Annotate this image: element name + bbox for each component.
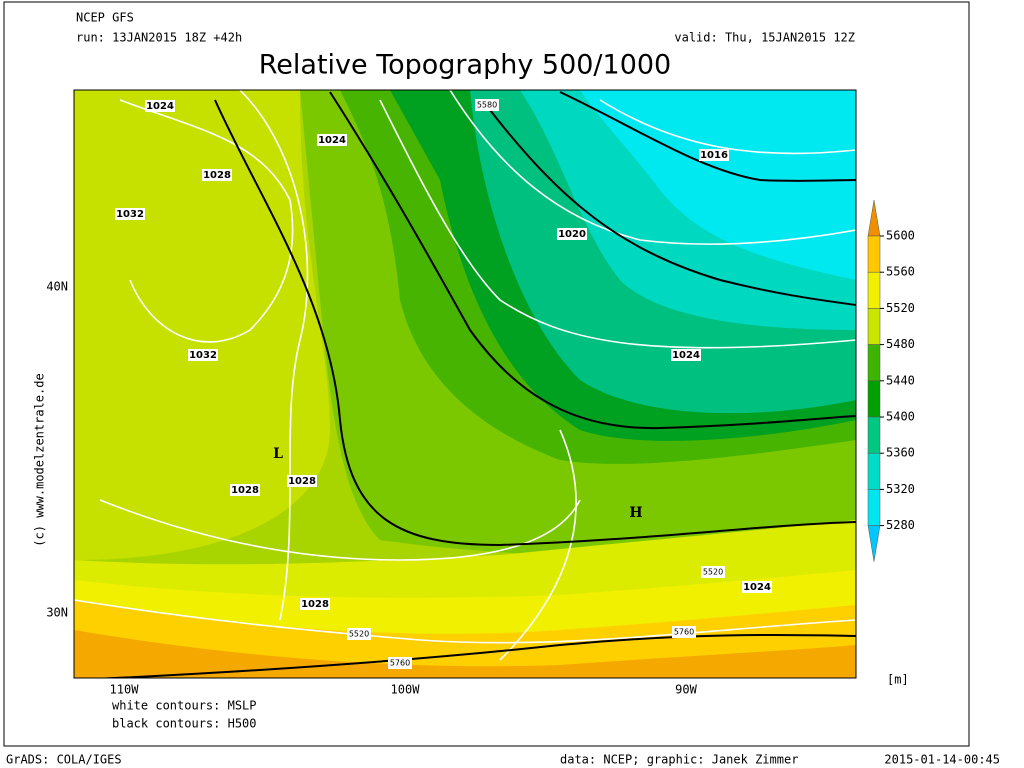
- colorbar-label: 5600: [886, 229, 915, 243]
- contour-label: 1024: [672, 350, 700, 361]
- lon-label: 110W: [110, 683, 140, 697]
- contour-label: 1028: [301, 599, 329, 610]
- colorbar-segment: [867, 416, 881, 454]
- legend-line: white contours: MSLP: [112, 699, 257, 713]
- legend-line: black contours: H500: [112, 717, 257, 731]
- contour-label: 5760: [674, 628, 694, 637]
- contour-label-box: [115, 208, 145, 220]
- contour-label-box: [202, 169, 232, 181]
- lon-label: 90W: [675, 683, 697, 697]
- footer-right: 2015-01-14-00:45: [884, 753, 1000, 767]
- contour-label-box: [145, 100, 175, 112]
- footer-left: GrADS: COLA/IGES: [6, 753, 122, 767]
- colorbar-label: 5400: [886, 410, 915, 424]
- contour-label: 1024: [318, 135, 346, 146]
- contour-label-box: [188, 349, 218, 361]
- pressure-center-label: L: [273, 446, 283, 462]
- contour-label: 5520: [349, 630, 369, 639]
- contour-label-box: [287, 475, 317, 487]
- colorbar-label: 5520: [886, 301, 915, 315]
- contour-label-box: [300, 598, 330, 610]
- contour-label: 1024: [743, 582, 771, 593]
- colorbar-label: 5560: [886, 265, 915, 279]
- contour-label: 1032: [116, 209, 144, 220]
- colorbar-segment: [867, 452, 881, 490]
- colorbar-label: 5280: [886, 518, 915, 532]
- contour-label-box: [742, 581, 772, 593]
- pressure-center-label: H: [629, 505, 642, 521]
- colorbar-segment: [867, 489, 881, 526]
- contour-label-box: [388, 657, 412, 669]
- colorbar-label: 5320: [886, 482, 915, 496]
- contour-label: 5520: [703, 568, 723, 577]
- colorbar-label: 5440: [886, 373, 915, 387]
- contour-label-box: [701, 566, 725, 578]
- contour-label: 1028: [231, 485, 259, 496]
- contour-label-box: [699, 149, 729, 161]
- map-title: Relative Topography 500/1000: [259, 50, 672, 81]
- colorbar-tip: [867, 525, 881, 562]
- contour-label: 5760: [390, 659, 410, 668]
- model-label: NCEP GFS: [76, 11, 134, 25]
- colorbar-segment: [867, 344, 881, 382]
- contour-label: 1032: [189, 350, 217, 361]
- map-frame: [73, 89, 857, 679]
- contour-label: 5580: [477, 101, 497, 110]
- contour-label-box: [671, 349, 701, 361]
- colorbar-segment: [867, 308, 881, 345]
- contour-label: 1028: [203, 170, 231, 181]
- lat-label: 30N: [46, 606, 68, 620]
- contour-label-box: [557, 228, 587, 240]
- contour-label-box: [475, 99, 499, 111]
- colorbar-unit: [m]: [887, 673, 909, 687]
- contour-label-box: [230, 484, 260, 496]
- contour-label-box: [672, 626, 696, 638]
- contour-label: 1016: [700, 150, 728, 161]
- contour-label: 1024: [146, 101, 174, 112]
- contour-label: 1028: [288, 476, 316, 487]
- watermark: (c) www.modelzentrale.de: [33, 373, 47, 546]
- colorbar-segment: [867, 380, 881, 418]
- map-field: [74, 90, 856, 678]
- colorbar-label: 5360: [886, 446, 915, 460]
- colorbar-segment: [867, 235, 881, 273]
- footer-center: data: NCEP; graphic: Janek Zimmer: [560, 753, 798, 767]
- colorbar-label: 5480: [886, 337, 915, 351]
- valid-label: valid: Thu, 15JAN2015 12Z: [674, 31, 855, 45]
- contour-label-box: [347, 628, 371, 640]
- contour-label: 1020: [558, 229, 586, 240]
- colorbar-segment: [867, 271, 881, 309]
- lat-label: 40N: [46, 280, 68, 294]
- contour-label-box: [317, 134, 347, 146]
- run-label: run: 13JAN2015 18Z +42h: [76, 31, 242, 45]
- lon-label: 100W: [391, 683, 421, 697]
